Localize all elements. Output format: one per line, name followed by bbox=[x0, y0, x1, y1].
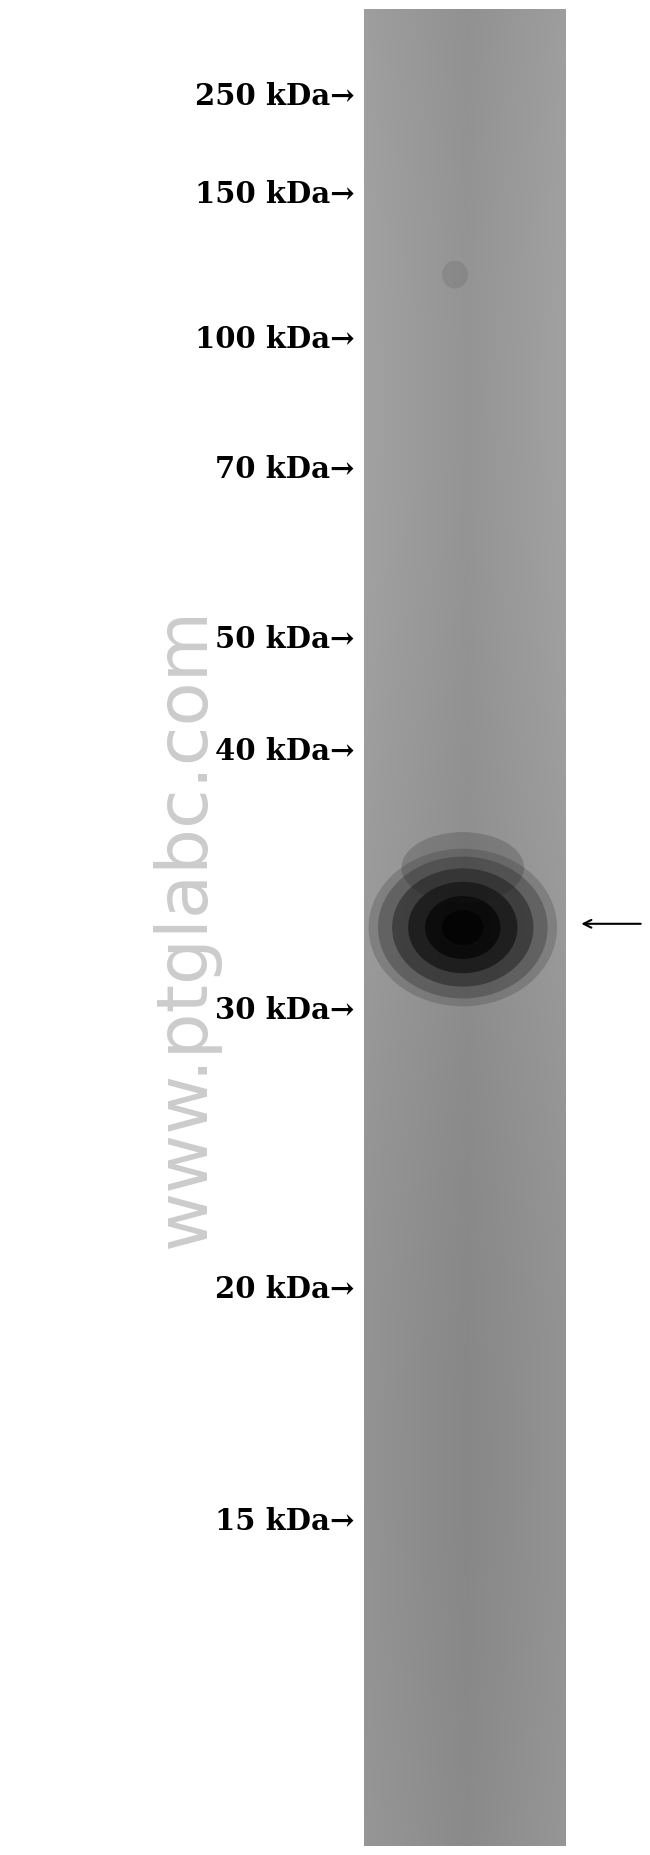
Text: 15 kDa→: 15 kDa→ bbox=[215, 1506, 354, 1536]
Ellipse shape bbox=[408, 881, 517, 974]
Ellipse shape bbox=[369, 848, 557, 1005]
Ellipse shape bbox=[442, 260, 468, 288]
Ellipse shape bbox=[378, 857, 547, 998]
Ellipse shape bbox=[442, 911, 484, 944]
Text: 20 kDa→: 20 kDa→ bbox=[215, 1274, 354, 1304]
Text: 70 kDa→: 70 kDa→ bbox=[215, 454, 354, 484]
Text: 50 kDa→: 50 kDa→ bbox=[215, 625, 354, 655]
Text: 40 kDa→: 40 kDa→ bbox=[214, 736, 354, 766]
Ellipse shape bbox=[392, 868, 534, 987]
Text: 250 kDa→: 250 kDa→ bbox=[194, 82, 354, 111]
Ellipse shape bbox=[402, 833, 524, 903]
Text: www.ptglabc.com: www.ptglabc.com bbox=[151, 607, 220, 1248]
Text: 30 kDa→: 30 kDa→ bbox=[215, 996, 354, 1026]
Text: 100 kDa→: 100 kDa→ bbox=[194, 325, 354, 354]
Text: 150 kDa→: 150 kDa→ bbox=[194, 180, 354, 210]
Ellipse shape bbox=[425, 896, 500, 959]
